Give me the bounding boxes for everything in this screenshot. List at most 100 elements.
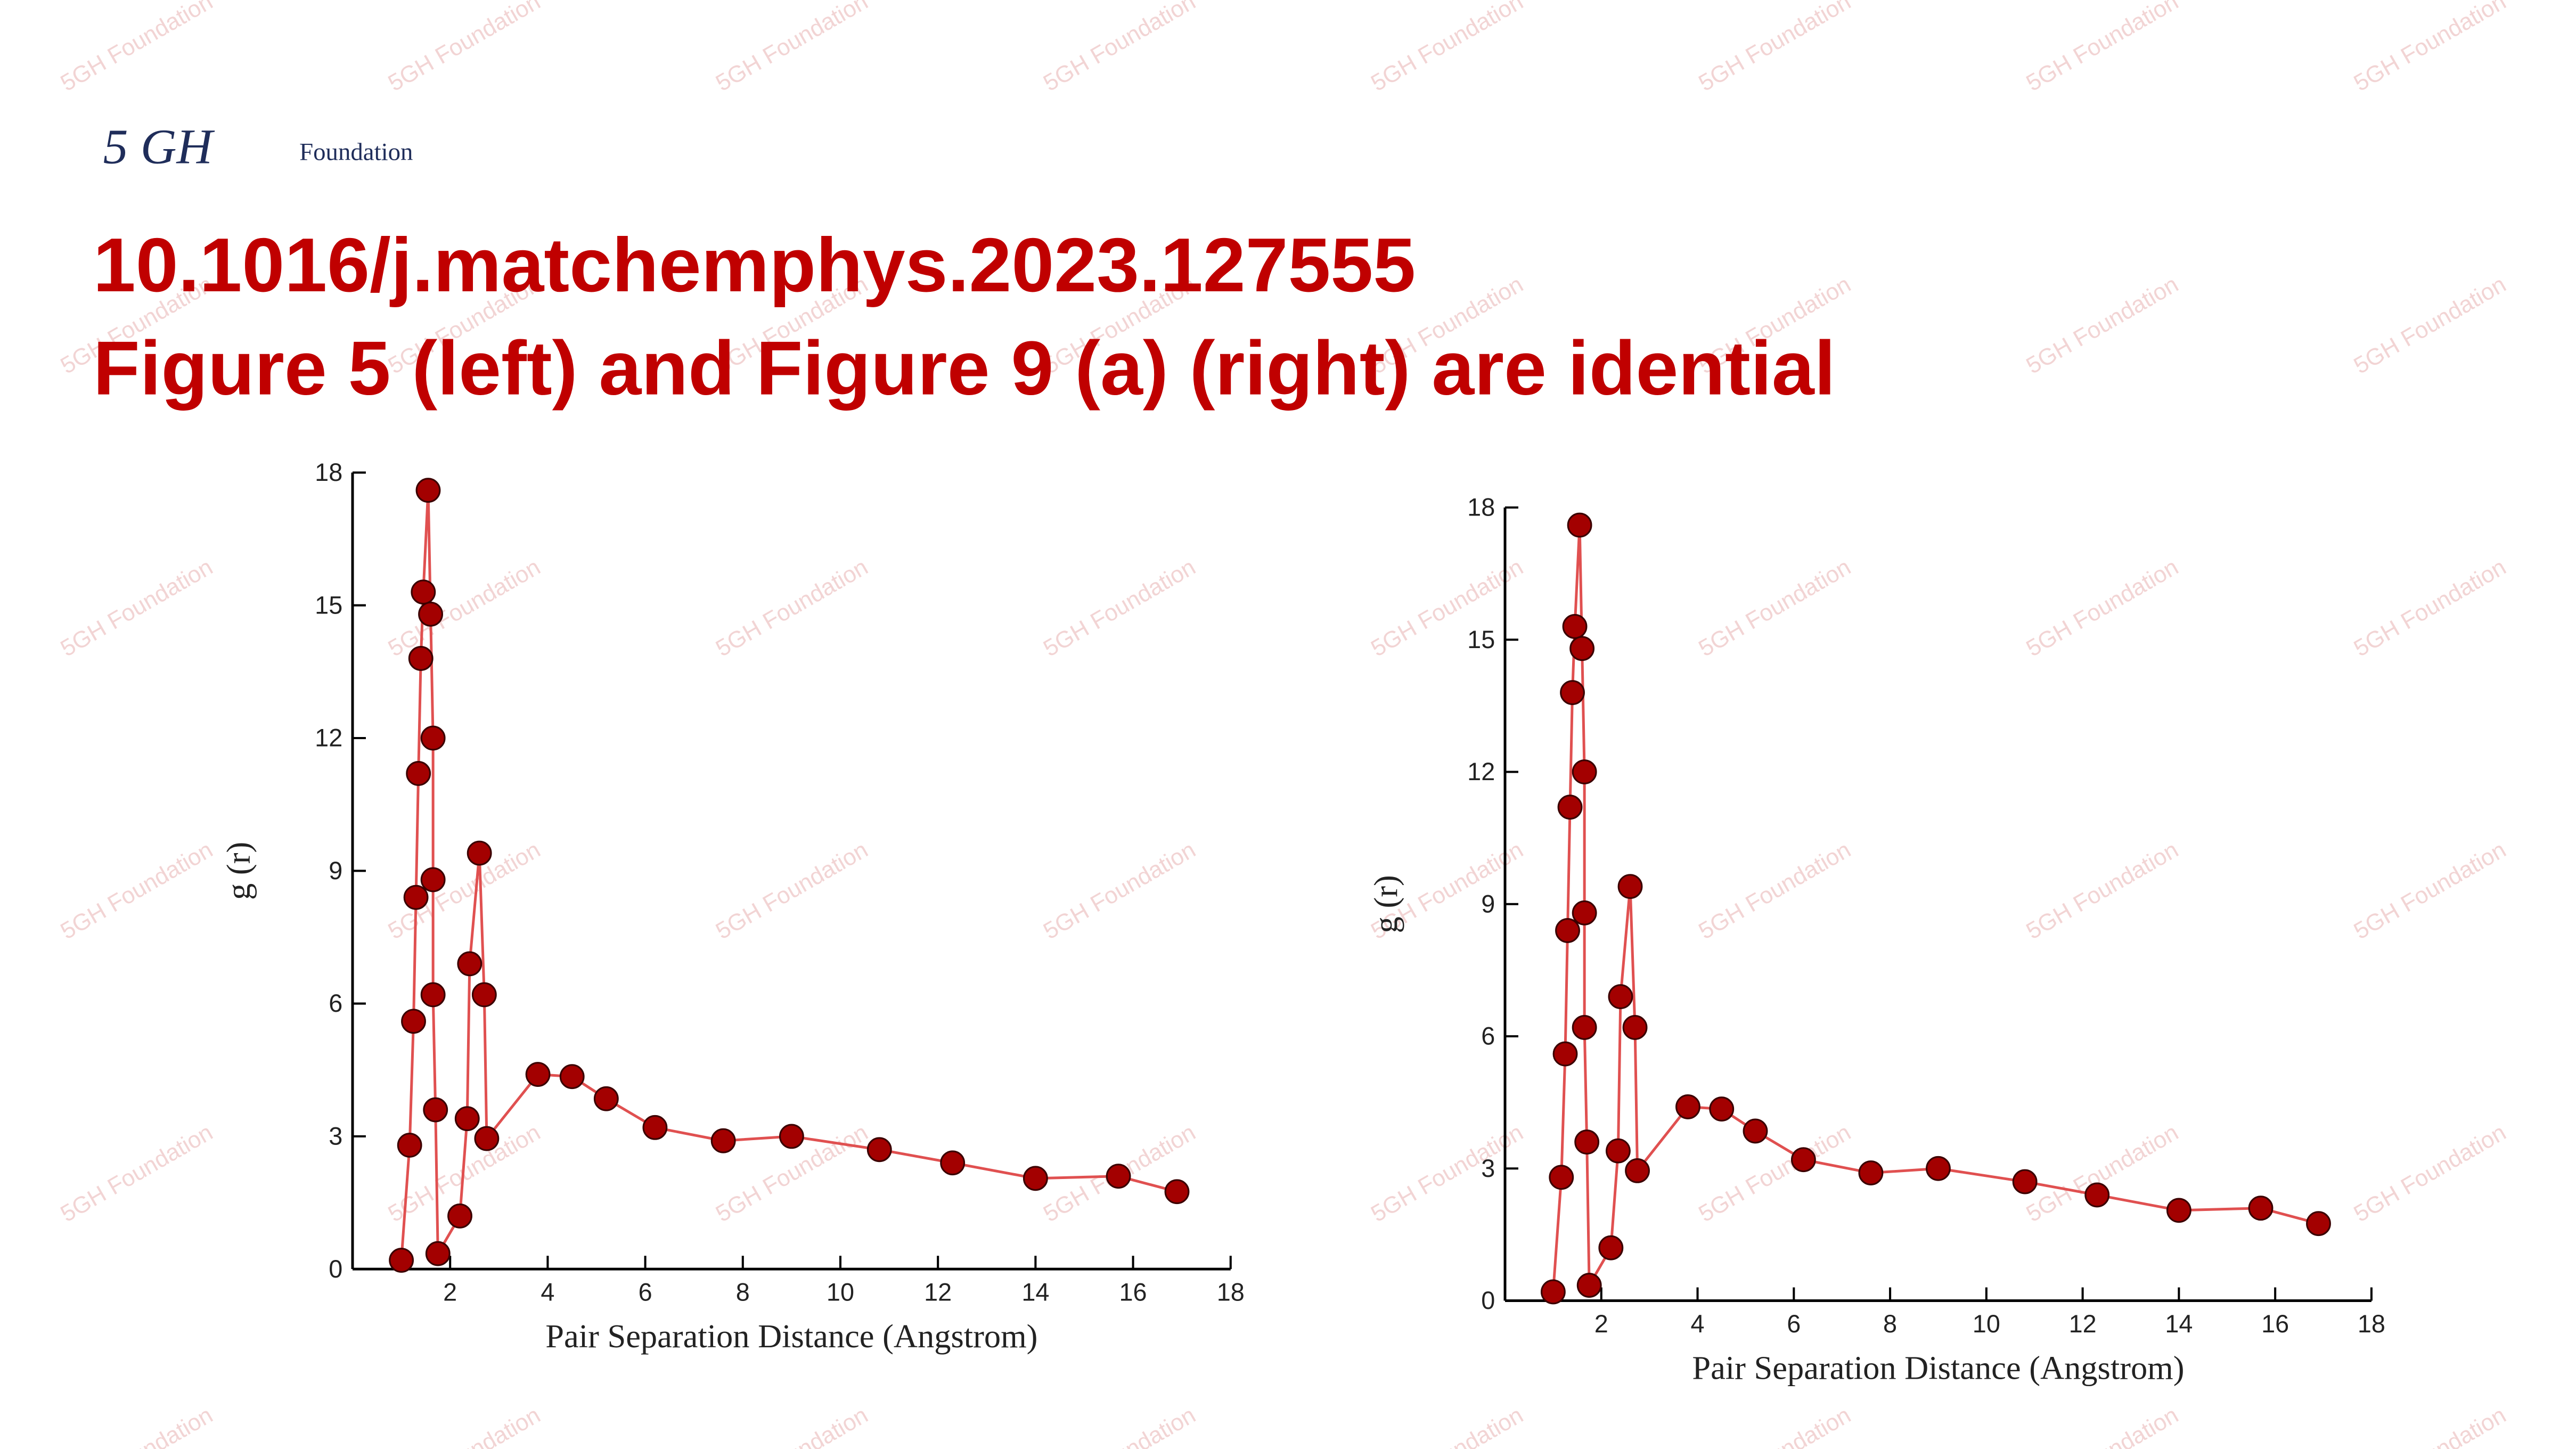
data-point: [1562, 613, 1588, 639]
y-tick-label: 0: [329, 1255, 342, 1283]
data-point: [471, 982, 497, 1008]
x-tick-label: 16: [1119, 1279, 1147, 1306]
data-point: [389, 1248, 414, 1273]
x-tick-label: 10: [1973, 1310, 2000, 1338]
watermark: 5GH Foundation: [1367, 1119, 1527, 1227]
watermark: 5GH Foundation: [2350, 1402, 2510, 1449]
data-point: [420, 982, 446, 1008]
x-tick-label: 18: [2358, 1310, 2385, 1338]
data-point: [1790, 1147, 1816, 1173]
data-point: [457, 951, 483, 977]
data-point: [418, 601, 443, 627]
data-point: [1617, 874, 1643, 899]
data-point: [2084, 1182, 2110, 1208]
data-point: [866, 1137, 892, 1163]
y-tick-label: 9: [329, 857, 342, 885]
watermark: 5GH Foundation: [1694, 1402, 1855, 1449]
watermark: 5GH Foundation: [712, 837, 872, 945]
x-tick-label: 6: [1787, 1310, 1801, 1338]
y-tick-label: 0: [1481, 1287, 1495, 1314]
x-tick-label: 14: [2165, 1310, 2193, 1338]
data-point: [1709, 1096, 1735, 1121]
data-point: [1555, 918, 1580, 943]
data-point: [1572, 900, 1597, 926]
data-point: [779, 1124, 804, 1149]
watermark: 5GH Foundation: [1367, 1402, 1527, 1449]
data-point: [1106, 1164, 1131, 1189]
watermark: 5GH Foundation: [2350, 554, 2510, 662]
logo-word: Foundation: [299, 138, 413, 166]
data-point: [2166, 1198, 2191, 1223]
data-point: [525, 1062, 551, 1087]
data-point: [401, 1009, 426, 1034]
x-tick-label: 4: [1691, 1310, 1705, 1338]
data-point: [1569, 636, 1595, 661]
x-tick-label: 2: [443, 1279, 457, 1306]
data-point: [425, 1241, 451, 1266]
watermark: 5GH Foundation: [712, 1402, 872, 1449]
x-tick-label: 16: [2261, 1310, 2289, 1338]
x-tick-label: 12: [2069, 1310, 2097, 1338]
watermark: 5GH Foundation: [712, 0, 872, 96]
watermark: 5GH Foundation: [2022, 1402, 2182, 1449]
watermark: 5GH Foundation: [56, 837, 217, 945]
data-point: [2248, 1196, 2274, 1221]
y-tick-label: 3: [329, 1122, 342, 1150]
data-point: [474, 1126, 500, 1151]
watermark: 5GH Foundation: [384, 1402, 545, 1449]
x-axis-label: Pair Separation Distance (Angstrom): [545, 1317, 1037, 1355]
watermark: 5GH Foundation: [1367, 0, 1527, 96]
x-tick-label: 2: [1594, 1310, 1608, 1338]
y-tick-label: 6: [1481, 1022, 1495, 1050]
x-tick-label: 12: [924, 1279, 952, 1306]
data-point: [454, 1106, 480, 1132]
data-point: [1625, 1158, 1650, 1183]
x-tick-label: 8: [736, 1279, 750, 1306]
data-point: [642, 1115, 668, 1140]
watermark: 5GH Foundation: [2350, 837, 2510, 945]
data-point: [1605, 1138, 1631, 1164]
data-point: [447, 1204, 472, 1229]
data-point: [1164, 1179, 1190, 1205]
watermark: 5GH Foundation: [384, 0, 545, 96]
data-point: [420, 867, 446, 893]
title-line: Figure 5 (left) and Figure 9 (a) (right)…: [93, 326, 1836, 411]
watermark: 5GH Foundation: [2022, 554, 2182, 662]
data-point: [1598, 1235, 1624, 1260]
data-point: [411, 579, 436, 605]
watermark: 5GH Foundation: [1694, 554, 1855, 662]
y-tick-label: 3: [1481, 1155, 1495, 1182]
data-point: [2306, 1211, 2331, 1237]
watermark: 5GH Foundation: [1694, 837, 1855, 945]
x-axis-label: Pair Separation Distance (Angstrom): [1692, 1349, 2184, 1386]
data-point: [1560, 680, 1585, 705]
y-tick-label: 9: [1481, 890, 1495, 918]
watermark: 5GH Foundation: [1039, 554, 1200, 662]
data-point: [408, 646, 434, 671]
data-point: [1552, 1041, 1578, 1067]
data-point: [406, 761, 431, 786]
watermark: 5GH Foundation: [56, 0, 217, 96]
data-point: [397, 1133, 422, 1158]
watermarks: 5GH Foundation 5GH Foundation 5GH Foundati…: [56, 0, 2510, 1449]
x-tick-label: 8: [1883, 1310, 1897, 1338]
watermark: 5GH Foundation: [2022, 0, 2182, 96]
data-point: [1622, 1015, 1648, 1040]
y-tick-label: 6: [329, 989, 342, 1017]
watermark: 5GH Foundation: [2022, 837, 2182, 945]
data-point: [1549, 1165, 1574, 1190]
watermark: 5GH Foundation: [384, 554, 545, 662]
watermark: 5GH Foundation: [1039, 837, 1200, 945]
watermark: 5GH Foundation: [712, 554, 872, 662]
data-point: [1576, 1273, 1602, 1298]
y-tick-label: 15: [1467, 626, 1495, 653]
data-point: [559, 1064, 585, 1090]
data-point: [403, 885, 429, 910]
data-point: [593, 1086, 619, 1111]
data-point: [1574, 1129, 1600, 1155]
logo-mark: 5 GH: [103, 120, 215, 175]
y-tick-label: 18: [1467, 494, 1495, 521]
data-point: [1572, 1015, 1597, 1040]
x-tick-label: 18: [1217, 1279, 1245, 1306]
